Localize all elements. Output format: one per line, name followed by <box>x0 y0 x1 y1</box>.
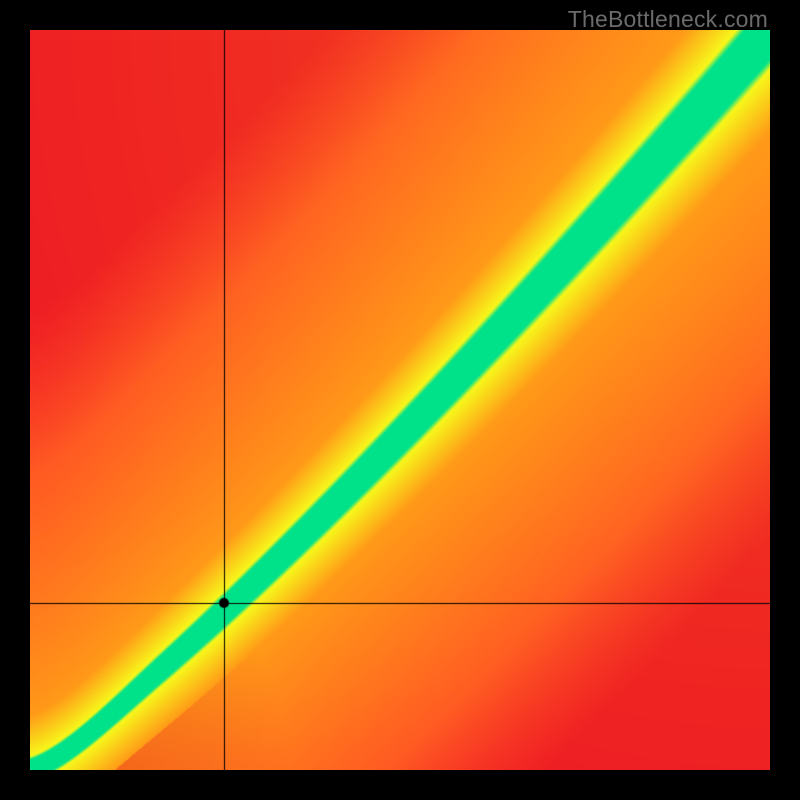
watermark-text: TheBottleneck.com <box>568 6 768 33</box>
bottleneck-heatmap-plot <box>30 30 770 770</box>
heatmap-canvas <box>30 30 770 770</box>
